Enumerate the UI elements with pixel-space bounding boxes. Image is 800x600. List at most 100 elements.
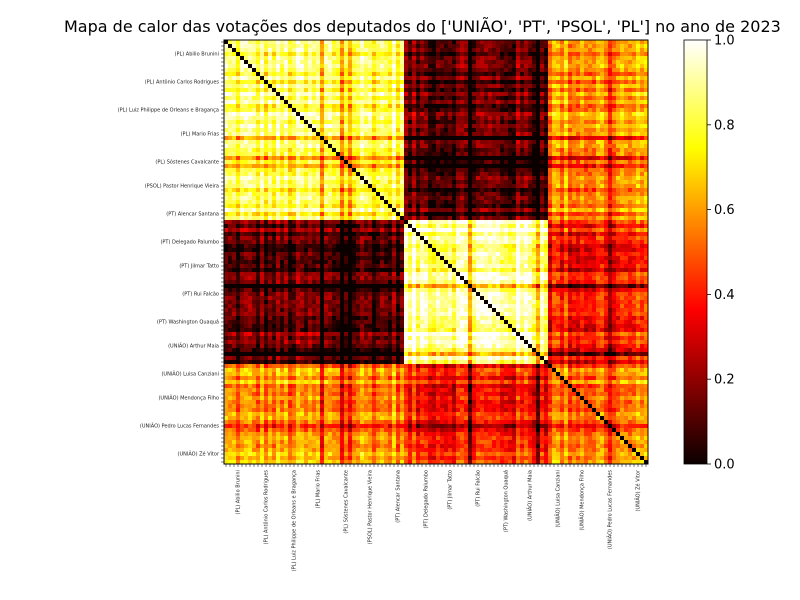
heatmap-cell [628, 108, 633, 113]
heatmap-cell [356, 148, 361, 153]
heatmap-cell [344, 180, 349, 185]
heatmap-cell [276, 160, 281, 165]
heatmap-cell [300, 192, 305, 197]
heatmap-cell [592, 128, 597, 133]
heatmap-cell [548, 172, 553, 177]
heatmap-cell [280, 44, 285, 49]
heatmap-cell [452, 216, 457, 221]
heatmap-cell [644, 148, 649, 153]
heatmap-cell [268, 116, 273, 121]
heatmap-cell [624, 148, 629, 153]
heatmap-cell [416, 200, 421, 205]
heatmap-cell [576, 60, 581, 65]
heatmap-cell [304, 140, 309, 145]
heatmap-cell [308, 120, 313, 125]
heatmap-cell [568, 192, 573, 197]
heatmap-cell [456, 152, 461, 157]
heatmap-cell [496, 196, 501, 201]
heatmap-cell [600, 220, 605, 225]
heatmap-cell [480, 160, 485, 165]
heatmap-cell [392, 48, 397, 53]
heatmap-cell [448, 220, 453, 225]
heatmap-cell [296, 220, 301, 225]
heatmap-cell [384, 116, 389, 121]
heatmap-cell [420, 220, 425, 225]
heatmap-cell [316, 148, 321, 153]
heatmap-cell [636, 64, 641, 69]
heatmap-cell [592, 124, 597, 129]
heatmap-cell [620, 192, 625, 197]
heatmap-cell [420, 48, 425, 53]
heatmap-cell [316, 216, 321, 221]
heatmap-cell [308, 136, 313, 141]
heatmap-cell [624, 168, 629, 173]
heatmap-cell [448, 60, 453, 65]
heatmap-cell [488, 72, 493, 77]
heatmap-cell [484, 216, 489, 221]
heatmap-cell [428, 124, 433, 129]
heatmap-cell [612, 52, 617, 57]
heatmap-cell [484, 52, 489, 57]
heatmap-cell [228, 200, 233, 205]
heatmap-cell [604, 204, 609, 209]
heatmap-cell [568, 152, 573, 157]
heatmap-cell [292, 56, 297, 61]
heatmap-cell [472, 148, 477, 153]
heatmap-cell [340, 224, 345, 229]
heatmap-cell [592, 44, 597, 49]
heatmap-cell [484, 200, 489, 205]
heatmap-cell [400, 80, 405, 85]
heatmap-cell [536, 148, 541, 153]
heatmap-cell [476, 200, 481, 205]
heatmap-cell [304, 60, 309, 65]
heatmap-cell [532, 112, 537, 117]
heatmap-cell [280, 184, 285, 189]
heatmap-cell [312, 84, 317, 89]
heatmap-cell [372, 40, 377, 45]
heatmap-cell [416, 84, 421, 89]
heatmap-cell [536, 40, 541, 45]
heatmap-cell [560, 120, 565, 125]
heatmap-cell [348, 76, 353, 81]
heatmap-cell [512, 40, 517, 45]
heatmap-cell [548, 168, 553, 173]
heatmap-cell [564, 100, 569, 105]
heatmap-cell [528, 156, 533, 161]
heatmap-cell [228, 128, 233, 133]
heatmap-cell [392, 132, 397, 137]
heatmap-cell [496, 224, 501, 229]
heatmap-cell [424, 48, 429, 53]
heatmap-cell [312, 120, 317, 125]
heatmap-cell [352, 200, 357, 205]
heatmap-cell [360, 148, 365, 153]
heatmap-cell [616, 52, 621, 57]
heatmap-cell [360, 188, 365, 193]
heatmap-cell [240, 140, 245, 145]
heatmap-cell [428, 112, 433, 117]
heatmap-cell [224, 40, 229, 45]
heatmap-cell [320, 108, 325, 113]
heatmap-cell [432, 140, 437, 145]
heatmap-cell [440, 52, 445, 57]
heatmap-cell [592, 52, 597, 57]
heatmap-cell [496, 204, 501, 209]
heatmap-cell [640, 184, 645, 189]
heatmap-cell [328, 76, 333, 81]
heatmap-cell [248, 112, 253, 117]
heatmap-cell [324, 68, 329, 73]
heatmap-cell [492, 104, 497, 109]
heatmap-cell [352, 216, 357, 221]
heatmap-cell [504, 164, 509, 169]
heatmap-cell [336, 44, 341, 49]
heatmap-cell [540, 156, 545, 161]
heatmap-cell [516, 76, 521, 81]
heatmap-cell [540, 176, 545, 181]
heatmap-cell [288, 168, 293, 173]
heatmap-cell [568, 196, 573, 201]
heatmap-cell [296, 176, 301, 181]
heatmap-cell [424, 196, 429, 201]
heatmap-cell [600, 44, 605, 49]
heatmap-cell [448, 84, 453, 89]
heatmap-cell [368, 184, 373, 189]
heatmap-cell [512, 188, 517, 193]
